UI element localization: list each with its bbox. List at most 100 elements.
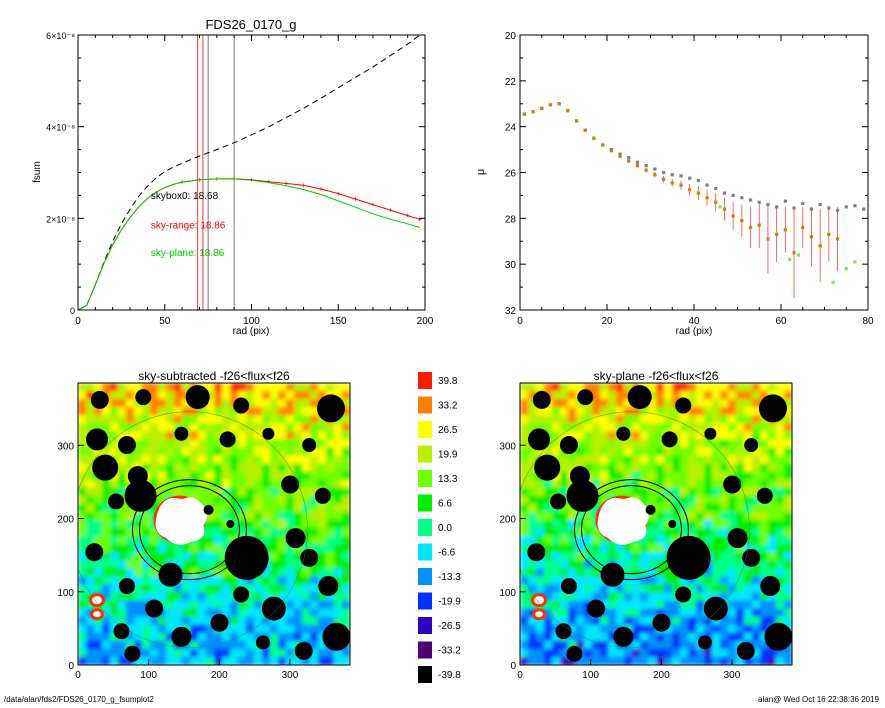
sky-pixel xyxy=(728,383,737,392)
sky-pixel xyxy=(198,616,207,626)
sky-pixel xyxy=(302,495,311,505)
sky-pixel xyxy=(342,407,350,416)
sky-pixel xyxy=(592,439,601,449)
sky-pixel xyxy=(680,511,689,521)
fsum-series-line-2 xyxy=(77,178,420,311)
sky-pixel xyxy=(536,624,545,634)
sky-pixel xyxy=(768,503,777,513)
sky-pixel xyxy=(656,439,665,449)
mu-data-point xyxy=(801,225,805,230)
sky-pixel xyxy=(342,568,350,577)
sky-pixel xyxy=(696,519,705,529)
sky-pixel xyxy=(568,544,577,553)
sky-pixel xyxy=(94,383,103,392)
sky-pixel xyxy=(688,648,697,658)
mu-data-point xyxy=(748,225,753,230)
sky-pixel xyxy=(206,519,215,529)
sky-pixel xyxy=(568,560,577,569)
sky-pixel xyxy=(752,399,761,408)
sky-pixel xyxy=(150,431,159,440)
sky-pixel xyxy=(326,616,335,626)
sky-subtracted-title: sky-subtracted -f26<flux<f26 xyxy=(138,369,290,383)
sky-pixel xyxy=(600,560,609,569)
sky-pixel xyxy=(600,415,609,424)
sky-pixel xyxy=(592,431,601,440)
sky-pixel xyxy=(712,648,721,658)
sky-pixel xyxy=(190,487,199,497)
sky-pixel xyxy=(134,568,143,577)
sky-pixel xyxy=(78,592,87,602)
sky-pixel xyxy=(680,463,689,473)
sky-pixel xyxy=(672,423,681,432)
masked-source xyxy=(697,635,712,650)
x-tick-label: 100 xyxy=(140,670,157,681)
sky-pixel xyxy=(158,584,167,594)
sky-pixel xyxy=(608,616,617,626)
sky-pixel xyxy=(142,624,151,634)
sky-pixel xyxy=(134,656,143,665)
fsum-series xyxy=(77,34,422,311)
sky-pixel xyxy=(190,568,199,577)
footer-file-path: /data/alan/fds2/FDS26_0170_g_fsumplot2 xyxy=(4,695,154,704)
sky-pixel xyxy=(576,600,585,610)
sky-pixel xyxy=(118,560,127,569)
sky-pixel xyxy=(656,383,665,392)
sky-pixel xyxy=(688,399,697,408)
sky-pixel xyxy=(576,528,585,537)
sky-pixel xyxy=(752,592,761,602)
sky-pixel xyxy=(142,519,151,529)
sky-pixel xyxy=(134,584,143,594)
sky-pixel xyxy=(190,640,199,650)
sky-pixel xyxy=(318,648,327,658)
sky-pixel xyxy=(528,383,537,392)
sky-pixel xyxy=(78,656,87,665)
sky-pixel xyxy=(270,511,279,521)
sky-pixel xyxy=(720,544,729,553)
sky-pixel xyxy=(520,544,529,553)
sky-pixel xyxy=(520,608,529,618)
sky-pixel xyxy=(608,447,617,457)
sky-pixel xyxy=(528,447,537,457)
sky-pixel xyxy=(286,552,295,561)
sky-pixel xyxy=(326,600,335,610)
sky-pixel xyxy=(576,592,585,602)
sky-pixel xyxy=(520,479,529,489)
sky-pixel xyxy=(134,511,143,521)
sky-pixel xyxy=(664,576,673,586)
sky-pixel xyxy=(592,455,601,465)
masked-source xyxy=(318,576,339,597)
sky-pixel xyxy=(592,632,601,642)
sky-pixel xyxy=(608,608,617,618)
y-tick-label: 6×10⁻⁸ xyxy=(46,31,75,41)
aperture-ellipse xyxy=(138,485,240,575)
sky-pixel xyxy=(238,487,247,497)
sky-pixel xyxy=(118,536,127,545)
sky-pixel xyxy=(182,576,191,586)
sky-pixel xyxy=(528,487,537,497)
sky-pixel xyxy=(342,431,350,440)
sky-pixel xyxy=(294,399,303,408)
sky-pixel xyxy=(760,624,769,634)
sky-pixel xyxy=(318,640,327,650)
masked-source xyxy=(203,504,214,515)
sky-pixel xyxy=(334,552,343,561)
sky-pixel xyxy=(632,415,641,424)
sky-pixel xyxy=(198,463,207,473)
mu-data-point xyxy=(740,219,744,223)
sky-pixel xyxy=(110,519,119,529)
sky-pixel xyxy=(736,487,745,497)
sky-pixel xyxy=(768,479,777,489)
sky-pixel xyxy=(102,624,111,634)
sky-pixel xyxy=(752,648,761,658)
sky-pixel xyxy=(656,495,665,505)
sky-pixel xyxy=(158,415,167,424)
sky-pixel xyxy=(150,383,159,392)
sky-pixel xyxy=(744,632,753,642)
sky-pixel xyxy=(728,423,737,432)
sky-pixel xyxy=(632,568,641,577)
mu-data-point xyxy=(705,196,709,200)
sky-pixel xyxy=(230,423,239,432)
sky-pixel xyxy=(712,576,721,586)
sky-pixel xyxy=(230,632,239,642)
sky-pixel xyxy=(318,656,327,665)
